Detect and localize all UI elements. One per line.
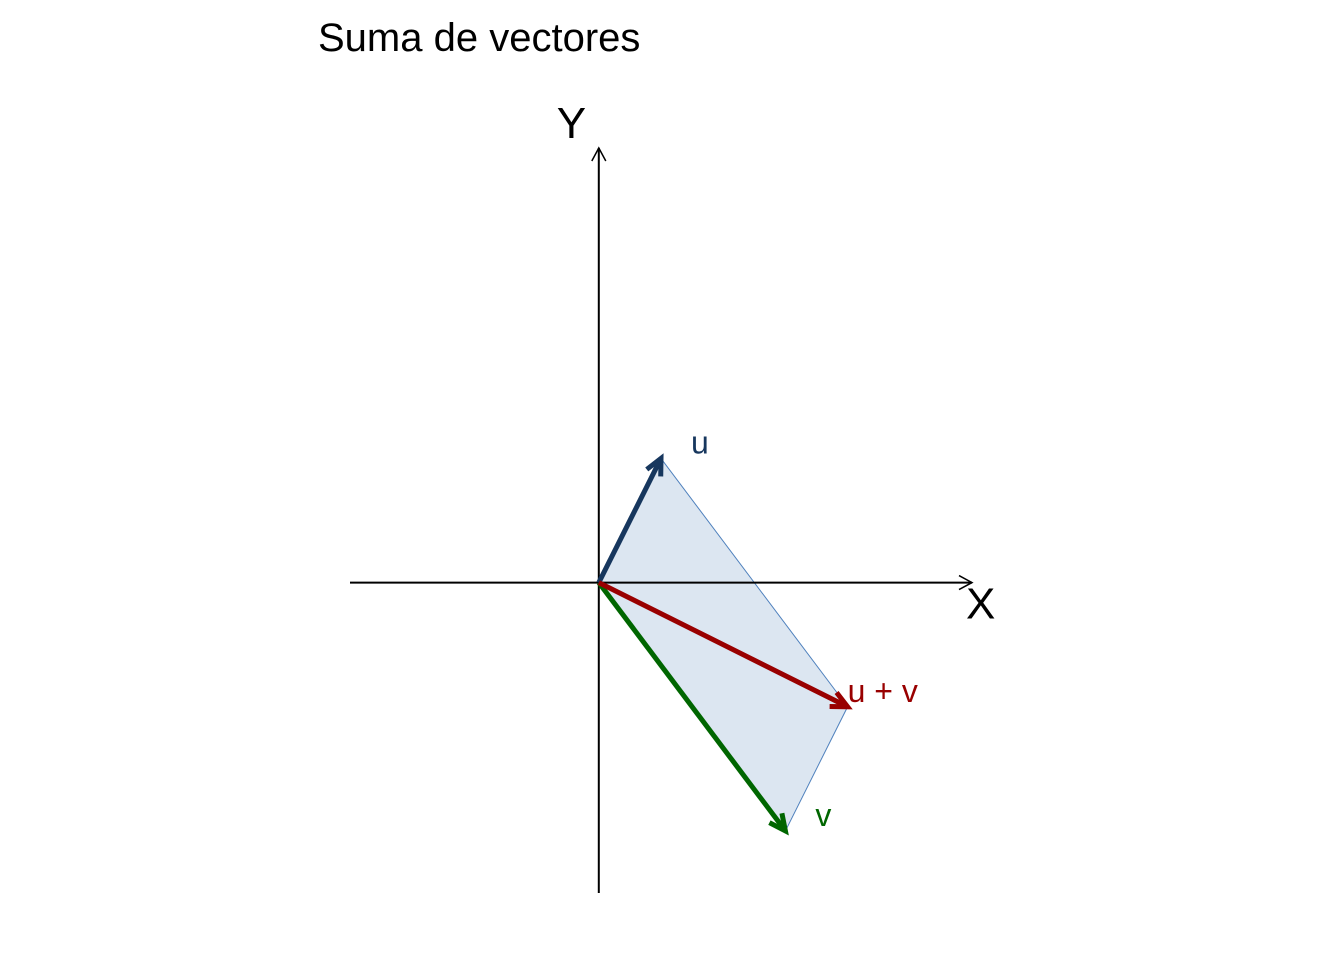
vector-u-arrowhead: [645, 453, 664, 477]
vector-u-label: u: [691, 424, 709, 460]
y-axis-arrowhead: [591, 146, 607, 162]
vector-u-plus-v: [597, 580, 849, 709]
vectors-group: u v u + v: [596, 424, 918, 836]
x-axis-label: X: [966, 580, 995, 629]
vector-v-arrowhead: [768, 812, 789, 836]
chart-title: Suma de vectores: [318, 16, 640, 60]
vector-u-plus-v-label: u + v: [848, 673, 918, 709]
y-axis-label: Y: [557, 99, 586, 148]
x-axis-arrowhead: [958, 574, 974, 591]
vector-v-label: v: [815, 797, 831, 833]
vector-u-plus-v-arrowhead: [829, 690, 853, 710]
vector-v: [596, 581, 788, 833]
vector-u: [596, 457, 664, 584]
